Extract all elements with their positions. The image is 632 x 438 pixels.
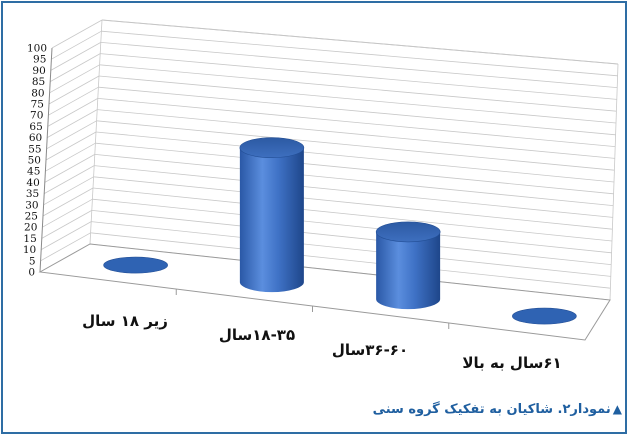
gridline-back	[99, 64, 617, 112]
chart-floor	[38, 243, 611, 341]
gridline-left	[41, 210, 92, 239]
y-tick-label: 55	[28, 143, 41, 155]
gridline-back	[95, 142, 614, 195]
y-tick-label: 75	[31, 99, 44, 111]
y-tick-label: 45	[27, 166, 40, 178]
bar-cylinder	[103, 256, 168, 274]
gridline-back	[90, 232, 611, 289]
y-tick-label: 0	[28, 267, 35, 279]
y-tick-label: 25	[25, 211, 38, 223]
floor-plane	[38, 243, 611, 341]
gridline-back	[93, 176, 613, 230]
y-tick-label: 5	[29, 255, 36, 267]
gridline-back	[94, 165, 613, 218]
gridline-left	[46, 120, 97, 150]
bar-cylinder-body	[376, 231, 441, 310]
y-tick-label: 70	[30, 110, 43, 122]
gridlines	[39, 19, 619, 301]
bar-cylinder-body	[239, 147, 304, 293]
x-axis-categories: زیر ۱۸ سال ۱۸-۳۵سال ۳۶-۶۰سال ۶۱سال به بالا	[82, 312, 562, 372]
gridline-back	[95, 131, 615, 183]
y-tick-label: 65	[29, 121, 42, 133]
y-tick-label: 100	[27, 43, 47, 55]
gridline-left	[44, 154, 95, 183]
y-tick-label: 85	[32, 76, 45, 88]
x-category-label: زیر ۱۸ سال	[82, 312, 168, 330]
caption-triangle-icon: ▲	[612, 402, 622, 416]
gridline-left	[45, 131, 97, 161]
gridline-back	[98, 86, 616, 136]
gridline-back	[96, 120, 615, 171]
gridline-left	[50, 53, 101, 82]
y-tick-label: 10	[23, 244, 36, 256]
x-category-label: ۳۶-۶۰سال	[332, 341, 408, 359]
gridline-back	[101, 19, 619, 65]
gridline-left	[45, 142, 96, 172]
chart-caption: ▲نمودار۲. شاکیان به تفکیک گروه سنی	[373, 402, 622, 417]
y-tick-label: 15	[23, 233, 36, 245]
bar-cylinder-base	[512, 307, 577, 325]
gridline-left	[48, 75, 100, 105]
wall-corner-edge	[89, 19, 103, 245]
chart-frame	[1, 1, 627, 434]
y-tick-label: 95	[33, 54, 46, 66]
gridline-left	[48, 86, 99, 116]
gridline-back	[98, 75, 617, 124]
gridline-back	[94, 154, 614, 206]
gridline-back	[91, 210, 612, 265]
gridline-left	[51, 19, 103, 49]
x-category-label: ۶۱سال به بالا	[462, 354, 561, 372]
wall-right-edge	[609, 63, 619, 301]
bars	[103, 137, 577, 325]
gridline-back	[100, 42, 618, 88]
gridline-left	[51, 30, 102, 60]
gridline-back	[97, 98, 616, 147]
gridline-left	[42, 198, 93, 228]
y-tick-label: 20	[24, 222, 37, 234]
bar-cylinder	[512, 307, 577, 325]
caption-text: نمودار۲. شاکیان به تفکیک گروه سنی	[372, 402, 611, 417]
bar-cylinder	[375, 221, 441, 310]
gridline-left	[41, 221, 92, 250]
gridline-back	[100, 53, 617, 100]
y-tick-label: 30	[25, 199, 38, 211]
bar-cylinder-top	[375, 221, 441, 243]
y-tick-label: 40	[26, 177, 39, 189]
y-tick-label: 60	[29, 132, 42, 144]
gridline-left	[40, 232, 91, 262]
gridline-left	[43, 176, 94, 206]
bar-cylinder-top	[239, 137, 305, 158]
gridline-left	[50, 42, 101, 71]
gridline-left	[47, 109, 98, 138]
gridline-back	[101, 30, 618, 77]
gridline-back	[92, 198, 612, 254]
gridline-left	[47, 98, 98, 127]
bar-cylinder-base	[103, 256, 168, 274]
y-tick-label: 35	[26, 188, 39, 200]
y-tick-label: 90	[32, 65, 45, 77]
y-axis-line	[39, 47, 53, 273]
gridline-left	[44, 165, 95, 194]
gridline-back	[97, 109, 615, 159]
y-axis-ticks: 0510152025303540455055606570758085909510…	[23, 43, 47, 279]
gridline-back	[92, 187, 613, 242]
bar-cylinder	[239, 137, 305, 293]
gridline-back	[91, 221, 611, 277]
y-tick-label: 50	[28, 155, 41, 167]
x-category-label: ۱۸-۳۵سال	[219, 326, 295, 344]
y-tick-label: 80	[31, 87, 44, 99]
gridline-left	[42, 187, 94, 217]
gridline-left	[49, 64, 100, 94]
